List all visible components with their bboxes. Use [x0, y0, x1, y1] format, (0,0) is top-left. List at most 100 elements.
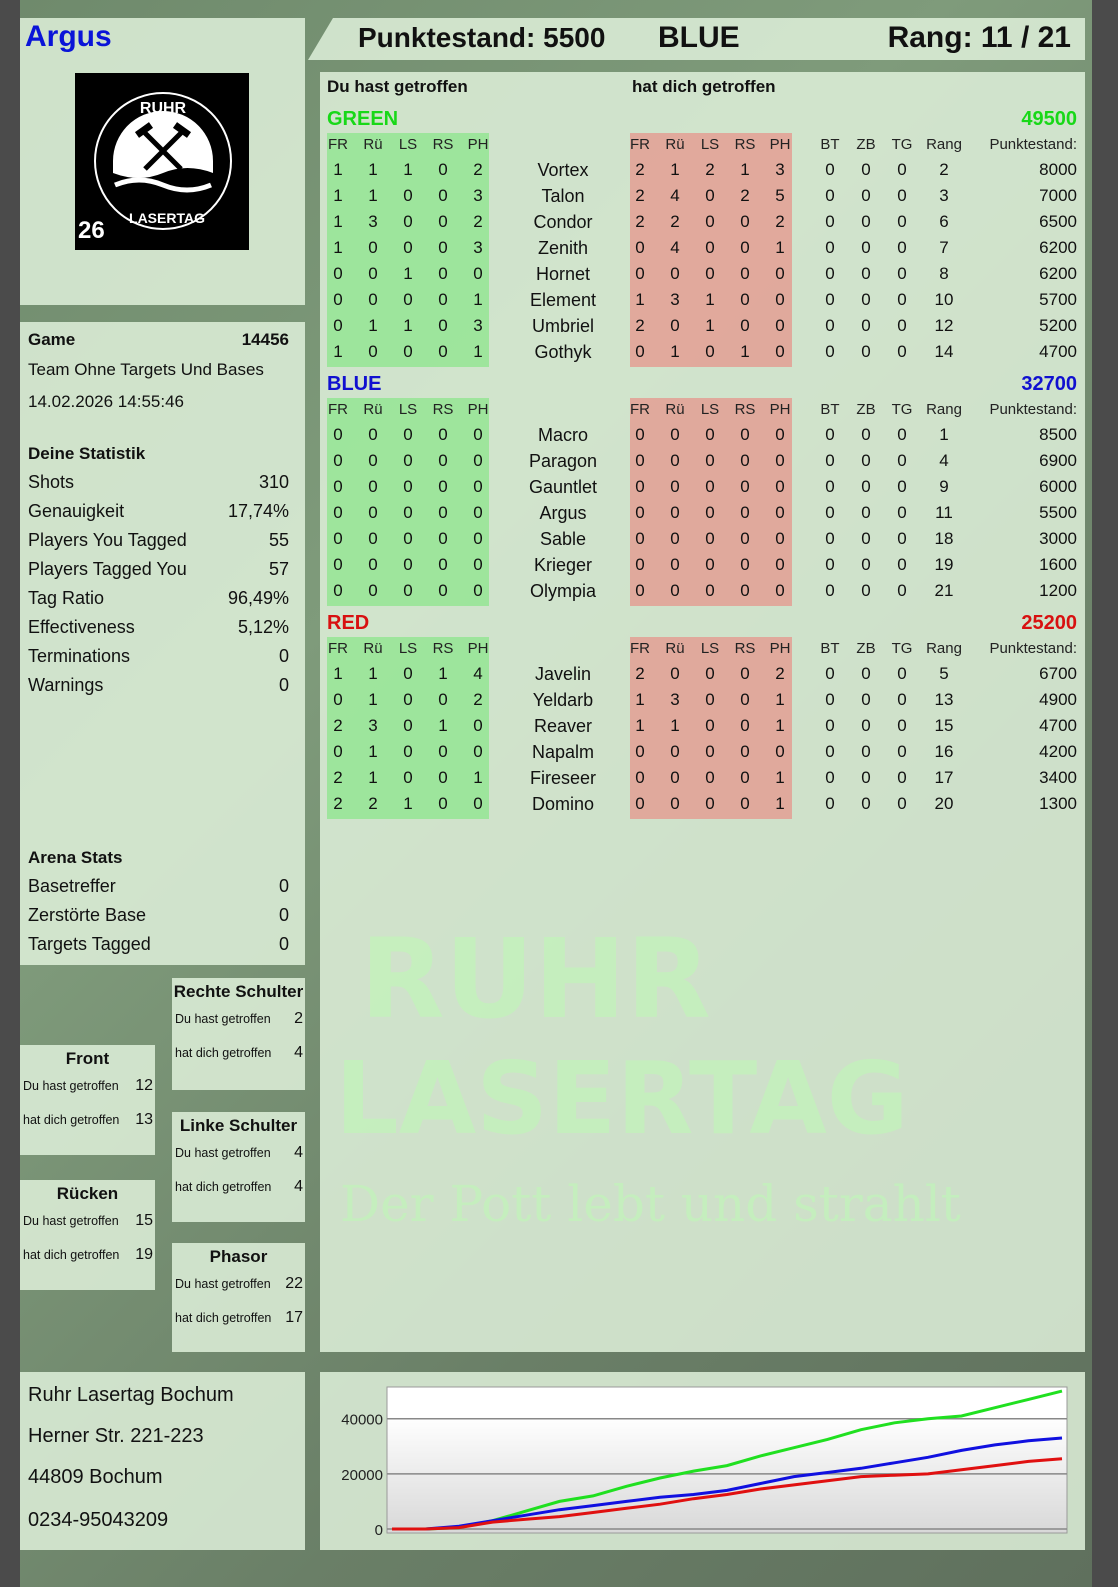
- team-name: GREEN: [327, 108, 399, 130]
- extra-value: 15: [934, 716, 954, 735]
- column-header: FR: [630, 401, 650, 418]
- column-header: Punktestand:: [989, 401, 1077, 418]
- stat-value: 0: [278, 905, 289, 925]
- hit-by-you-value: 2: [473, 690, 483, 709]
- hit-by-you-value: 0: [438, 529, 448, 548]
- hit-by-you-heading: Du hast getroffen: [327, 77, 468, 96]
- column-header: Rü: [363, 640, 383, 657]
- hit-by-you-value: 0: [403, 290, 413, 309]
- hit-by-you-block: [327, 637, 489, 819]
- extra-value: 1: [939, 425, 949, 444]
- hit-by-you-value: 4: [294, 1144, 303, 1161]
- extra-value: 0: [897, 664, 907, 683]
- extra-value: 0: [897, 581, 907, 600]
- hit-by-you-value: 0: [333, 290, 343, 309]
- score-header: Punktestand: 5500 BLUE Rang: 11 / 21: [308, 18, 1085, 60]
- hit-by-you-value: 0: [333, 477, 343, 496]
- stat-value: 310: [258, 472, 289, 492]
- hit-you-value: 0: [705, 425, 715, 444]
- extra-value: 0: [861, 186, 871, 205]
- extra-value: 0: [897, 794, 907, 813]
- hit-you-value: 0: [670, 264, 680, 283]
- hit-you-label: hat dich getroffen: [175, 1180, 272, 1194]
- stat-row: Players Tagged You 57: [20, 559, 305, 588]
- extra-value: 0: [897, 212, 907, 231]
- hit-you-value: 2: [670, 212, 680, 231]
- hit-by-you-value: 0: [473, 716, 483, 735]
- extra-value: 0: [897, 316, 907, 335]
- hit-you-value: 0: [775, 742, 785, 761]
- extra-value: 0: [861, 664, 871, 683]
- column-header: PH: [769, 401, 791, 418]
- player-points: 4700: [1039, 716, 1077, 735]
- hit-you-value: 0: [705, 503, 715, 522]
- hit-by-you-block: [327, 398, 489, 606]
- player-name: Krieger: [533, 555, 593, 575]
- stat-value: 55: [268, 530, 289, 550]
- hit-you-value: 0: [635, 264, 645, 283]
- hit-by-you-value: 0: [368, 451, 378, 470]
- hit-you-value: 0: [740, 290, 750, 309]
- player-name: Gothyk: [534, 342, 592, 362]
- hit-by-you-value: 0: [403, 664, 413, 683]
- extra-value: 0: [861, 581, 871, 600]
- extra-value: 5: [939, 664, 949, 683]
- column-header: TG: [891, 401, 913, 418]
- hit-by-you-value: 1: [438, 664, 448, 683]
- hit-you-value: 0: [670, 503, 680, 522]
- column-header: LS: [700, 401, 720, 418]
- stat-value: 0: [278, 646, 289, 666]
- table-row: 2 3 0 1 0 Reaver 1 1 0 0 1 0 0 0 15 4700: [320, 716, 1085, 742]
- player-points: 4200: [1039, 742, 1077, 761]
- extra-value: 7: [939, 238, 949, 257]
- hit-you-value: 0: [705, 342, 715, 361]
- hit-by-you-block: [327, 133, 489, 367]
- hit-you-label: hat dich getroffen: [175, 1311, 272, 1325]
- column-header: LS: [700, 640, 720, 657]
- hit-by-you-value: 0: [368, 503, 378, 522]
- hit-you-value: 2: [705, 160, 715, 179]
- hit-by-you-value: 0: [438, 477, 448, 496]
- hit-by-you-value: 2: [294, 1010, 303, 1027]
- table-row: 0 0 0 0 1 Element 1 3 1 0 0 0 0 0 10 5700: [320, 290, 1085, 316]
- hit-by-you-value: 0: [438, 451, 448, 470]
- extra-value: 0: [861, 690, 871, 709]
- table-row: 0 0 0 0 0 Olympia 0 0 0 0 0 0 0 0 21 1200: [320, 581, 1085, 607]
- extra-value: 17: [934, 768, 954, 787]
- player-name: Hornet: [535, 264, 591, 284]
- player-points: 6500: [1039, 212, 1077, 231]
- hit-you-value: 0: [635, 342, 645, 361]
- hit-by-you-value: 0: [333, 425, 343, 444]
- stat-label: Players You Tagged: [28, 530, 187, 550]
- hit-by-you-value: 0: [438, 316, 448, 335]
- hit-you-value: 1: [705, 316, 715, 335]
- extra-value: 0: [861, 503, 871, 522]
- column-header: RS: [432, 136, 454, 153]
- extra-value: 0: [897, 529, 907, 548]
- hit-by-you-value: 0: [438, 425, 448, 444]
- hit-by-you-value: 0: [438, 690, 448, 709]
- column-header: BT: [820, 136, 840, 153]
- player-name: Vortex: [537, 160, 589, 180]
- extra-value: 0: [861, 768, 871, 787]
- game-label: Game: [28, 330, 76, 349]
- hit-you-value: 0: [635, 503, 645, 522]
- series-line-2: [392, 1457, 1063, 1531]
- table-row: 0 0 0 0 0 Macro 0 0 0 0 0 0 0 0 1 8500: [320, 425, 1085, 451]
- hit-you-value: 1: [670, 342, 680, 361]
- hit-you-value: 4: [294, 1178, 303, 1195]
- hit-by-you-value: 1: [368, 768, 378, 787]
- hit-by-you-value: 0: [438, 186, 448, 205]
- hit-you-value: 2: [775, 212, 785, 231]
- column-header: Rü: [665, 136, 685, 153]
- hit-you-value: 0: [775, 342, 785, 361]
- extra-value: 0: [897, 768, 907, 787]
- hit-by-you-value: 0: [403, 716, 413, 735]
- hit-you-value: 0: [740, 212, 750, 231]
- hit-you-value: 1: [775, 690, 785, 709]
- table-row: 0 1 0 0 0 Napalm 0 0 0 0 0 0 0 0 16 4200: [320, 742, 1085, 768]
- extra-value: 0: [861, 212, 871, 231]
- player-points: 1200: [1039, 581, 1077, 600]
- extra-value: 0: [861, 794, 871, 813]
- column-header: Punktestand:: [989, 640, 1077, 657]
